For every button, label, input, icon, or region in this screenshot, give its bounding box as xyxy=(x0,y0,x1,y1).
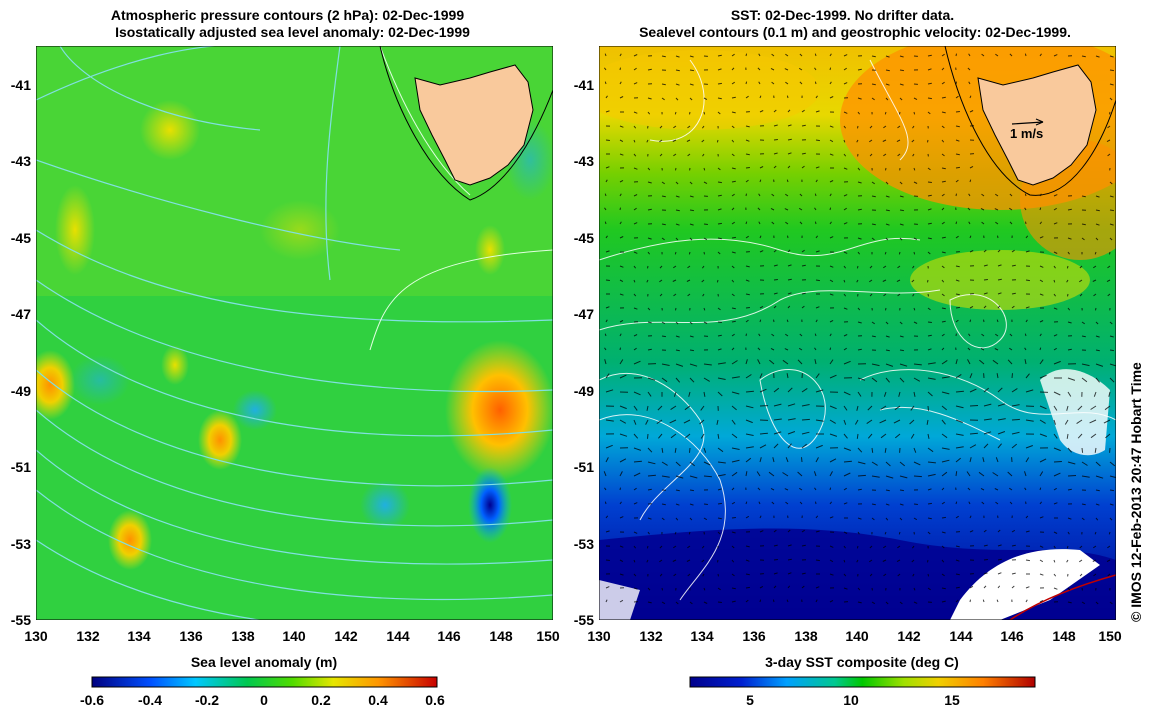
velocity-arrows xyxy=(603,53,1116,605)
sla-colorbar-tick: -0.4 xyxy=(138,692,162,708)
lat-tick-label: -41 xyxy=(11,77,31,93)
sla-low-anomaly xyxy=(468,467,512,543)
lat-tick-label: -53 xyxy=(11,536,31,552)
sst-colorbar: 3-day SST composite (deg C) 5 10 15 xyxy=(689,654,1036,708)
sealevel-contours xyxy=(599,59,1116,601)
lat-tick-label: -47 xyxy=(574,306,594,322)
lat-tick-label: -45 xyxy=(11,230,31,246)
sla-high-anomaly xyxy=(140,100,200,160)
lon-tick-label: 150 xyxy=(536,628,560,644)
lon-tick-label: 136 xyxy=(179,628,203,644)
right-lon-axis: 130 132 134 136 138 140 142 144 146 148 … xyxy=(587,628,1122,644)
lon-tick-label: 142 xyxy=(897,628,921,644)
scale-arrow: 1 m/s xyxy=(1010,118,1043,141)
lat-tick-label: -45 xyxy=(574,230,594,246)
lon-tick-label: 130 xyxy=(24,628,48,644)
lon-tick-label: 144 xyxy=(386,628,410,644)
imos-credit: © IMOS 12-Feb-2013 20:47 Hobart Time xyxy=(1128,362,1144,622)
sla-colorbar-tick: -0.6 xyxy=(80,692,104,708)
lat-tick-label: -49 xyxy=(574,383,594,399)
left-lon-axis: 130 132 134 136 138 140 142 144 146 148 … xyxy=(24,628,560,644)
right-lat-axis: -41 -43 -45 -47 -49 -51 -53 -55 xyxy=(574,77,594,628)
lon-tick-label: 146 xyxy=(437,628,461,644)
coastline-contour xyxy=(379,46,553,201)
cloud-mask xyxy=(950,549,1100,620)
tasmania-land xyxy=(414,64,534,186)
lon-tick-label: 132 xyxy=(76,628,100,644)
lat-tick-label: -55 xyxy=(574,612,594,628)
lon-tick-label: 132 xyxy=(639,628,663,644)
left-map-panel xyxy=(36,46,553,620)
lat-tick-label: -43 xyxy=(11,153,31,169)
pressure-contours xyxy=(36,46,553,620)
lat-tick-label: -55 xyxy=(11,612,31,628)
right-map-panel: 1 m/s xyxy=(599,46,1116,620)
sst-colorbar-tick: 5 xyxy=(746,692,754,708)
lon-tick-label: 140 xyxy=(845,628,869,644)
sst-colorbar-tick: 10 xyxy=(843,692,859,708)
lon-tick-label: 136 xyxy=(742,628,766,644)
lon-tick-label: 140 xyxy=(282,628,306,644)
lon-tick-label: 148 xyxy=(1052,628,1076,644)
sla-colorbar-tick: 0.2 xyxy=(311,692,331,708)
right-title-line1: SST: 02-Dec-1999. No drifter data. xyxy=(730,7,955,23)
lon-tick-label: 138 xyxy=(231,628,255,644)
lat-tick-label: -53 xyxy=(574,536,594,552)
sst-colorbar-tick: 15 xyxy=(944,692,960,708)
lat-tick-label: -51 xyxy=(11,459,31,475)
lon-tick-label: 134 xyxy=(127,628,151,644)
lat-tick-label: -41 xyxy=(574,77,594,93)
lon-tick-label: 148 xyxy=(489,628,513,644)
lat-tick-label: -51 xyxy=(574,459,594,475)
sla-colorbar-tick: 0.4 xyxy=(368,692,388,708)
right-title-line2: Sealevel contours (0.1 m) and geostrophi… xyxy=(639,24,1071,40)
lat-tick-label: -47 xyxy=(11,306,31,322)
lon-tick-label: 142 xyxy=(334,628,358,644)
sla-colorbar: Sea level anomaly (m) -0.6 -0.4 -0.2 0 0… xyxy=(80,654,445,708)
lon-tick-label: 144 xyxy=(949,628,973,644)
sst-colorbar-label: 3-day SST composite (deg C) xyxy=(765,654,959,670)
lon-tick-label: 146 xyxy=(1000,628,1024,644)
cloud-mask xyxy=(1040,369,1110,456)
lon-tick-label: 150 xyxy=(1098,628,1122,644)
lon-tick-label: 134 xyxy=(690,628,714,644)
left-lat-axis: -41 -43 -45 -47 -49 -51 -53 -55 xyxy=(11,77,31,628)
sla-colorbar-tick: 0 xyxy=(260,692,268,708)
lon-tick-label: 130 xyxy=(587,628,611,644)
sla-colorbar-tick: 0.6 xyxy=(425,692,445,708)
sla-colorbar-tick: -0.2 xyxy=(195,692,219,708)
lat-tick-label: -43 xyxy=(574,153,594,169)
left-title-line1: Atmospheric pressure contours (2 hPa): 0… xyxy=(110,7,465,23)
sla-colorbar-label: Sea level anomaly (m) xyxy=(191,654,337,670)
left-title-line2: Isostatically adjusted sea level anomaly… xyxy=(115,24,470,40)
sla-high-anomaly xyxy=(36,350,75,420)
scale-arrow-label: 1 m/s xyxy=(1010,126,1043,141)
geostrophic-velocity-vectors xyxy=(603,53,1116,605)
sla-high-anomaly xyxy=(445,340,553,480)
lat-tick-label: -49 xyxy=(11,383,31,399)
lon-tick-label: 138 xyxy=(794,628,818,644)
